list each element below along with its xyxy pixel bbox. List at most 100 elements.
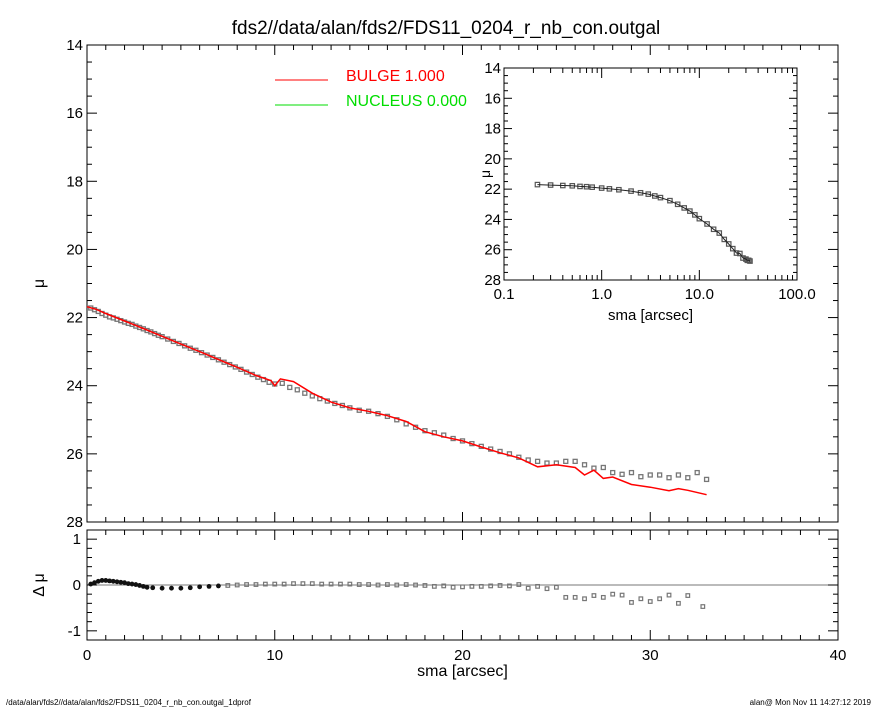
inset-y-tick-label: 18 bbox=[484, 121, 501, 138]
inset-plot-frame bbox=[503, 67, 798, 281]
residual-point bbox=[356, 582, 362, 587]
inset-y-axis-label: μ bbox=[477, 170, 493, 178]
residual-point bbox=[122, 580, 127, 586]
inset-profile-line bbox=[537, 184, 751, 262]
data-point bbox=[638, 474, 644, 480]
residual-point bbox=[385, 582, 390, 587]
residual-point bbox=[244, 582, 249, 587]
inset-y-tick-label: 24 bbox=[484, 211, 501, 228]
residual-point bbox=[535, 583, 540, 589]
residual-point bbox=[225, 583, 231, 588]
inset-y-tick-label: 14 bbox=[484, 60, 501, 77]
residual-point bbox=[118, 579, 124, 585]
chart-title: fds2//data/alan/fds2/FDS11_0204_r_nb_con… bbox=[232, 18, 661, 39]
data-point bbox=[628, 469, 635, 476]
inset-data-point bbox=[696, 215, 703, 222]
inset-y-tick-label: 26 bbox=[484, 242, 501, 259]
footer-filepath: /data/alan/fds2//data/alan/fds2/FDS11_02… bbox=[6, 698, 251, 707]
inset-x-axis-label: sma [arcsec] bbox=[608, 307, 693, 324]
inset-data-point bbox=[745, 257, 752, 264]
main-y-tick-label: 22 bbox=[66, 310, 83, 327]
residual-point bbox=[216, 583, 221, 589]
residual-point bbox=[125, 581, 131, 587]
residual-point bbox=[403, 582, 409, 587]
residual-point bbox=[676, 600, 681, 606]
residual-point bbox=[140, 583, 146, 589]
residual-point bbox=[488, 583, 494, 589]
inset-x-tick-label: 1.0 bbox=[591, 286, 612, 303]
inset-y-tick-label: 22 bbox=[484, 181, 501, 198]
residual-point bbox=[525, 585, 531, 591]
residual-point bbox=[619, 592, 625, 598]
data-point bbox=[675, 472, 682, 478]
residual-point bbox=[450, 584, 456, 590]
residual-point bbox=[197, 584, 203, 590]
residual-point bbox=[319, 581, 325, 587]
residual-point bbox=[253, 582, 259, 587]
residual-point bbox=[92, 580, 97, 586]
residual-y-tick-label: 0 bbox=[73, 577, 81, 594]
inset-data-point bbox=[681, 205, 688, 211]
x-tick-label: 40 bbox=[830, 647, 847, 664]
residual-point bbox=[281, 581, 287, 587]
residual-point bbox=[150, 585, 156, 591]
residual-point bbox=[413, 582, 418, 588]
residual-point bbox=[114, 579, 120, 585]
residual-point bbox=[234, 582, 240, 588]
main-y-tick-label: 18 bbox=[66, 173, 83, 190]
inset-data-point bbox=[747, 258, 753, 264]
main-y-tick-label: 28 bbox=[66, 514, 83, 531]
legend: BULGE 1.000 NUCLEUS 0.000 bbox=[275, 68, 467, 110]
residual-point bbox=[338, 581, 343, 587]
data-point bbox=[694, 469, 700, 476]
residual-point bbox=[497, 583, 503, 588]
residual-point bbox=[610, 591, 616, 597]
data-point bbox=[287, 384, 293, 391]
legend-label-bulge: BULGE 1.000 bbox=[346, 68, 445, 85]
inset-data-point bbox=[692, 212, 698, 218]
x-tick-label: 20 bbox=[454, 647, 471, 664]
residual-point bbox=[591, 593, 597, 598]
residual-point bbox=[666, 592, 672, 598]
data-point bbox=[581, 462, 588, 468]
residual-point bbox=[431, 583, 437, 589]
data-point bbox=[534, 458, 541, 465]
residual-point bbox=[187, 585, 193, 591]
residual-point bbox=[657, 596, 663, 602]
residual-point bbox=[110, 578, 116, 584]
inset-x-tick-label: 100.0 bbox=[778, 286, 816, 303]
residual-point bbox=[629, 600, 634, 605]
residual-point bbox=[422, 583, 428, 588]
inset-data-point bbox=[729, 245, 736, 252]
residual-point bbox=[478, 583, 484, 589]
residual-point bbox=[309, 581, 315, 587]
inset-data-point bbox=[710, 226, 717, 233]
residual-point bbox=[685, 593, 691, 598]
main-plot: 14 16 18 20 22 24 26 28 μ bbox=[31, 37, 839, 531]
residual-point bbox=[700, 604, 706, 609]
data-point bbox=[685, 475, 691, 481]
data-point bbox=[656, 472, 663, 478]
data-point bbox=[703, 476, 710, 483]
residual-point bbox=[582, 596, 587, 602]
residual-y-axis-label: Δ μ bbox=[31, 573, 48, 596]
main-y-tick-label: 20 bbox=[66, 241, 83, 258]
x-axis-label: sma [arcsec] bbox=[417, 663, 508, 680]
residual-point bbox=[394, 582, 400, 588]
residual-point bbox=[600, 594, 606, 600]
inset-x-tick-label: 0.1 bbox=[494, 286, 515, 303]
residual-point bbox=[375, 582, 381, 588]
residual-point bbox=[572, 594, 578, 600]
bulge-model-line bbox=[86, 305, 707, 496]
residual-point bbox=[544, 586, 550, 592]
residual-point bbox=[129, 581, 135, 587]
inset-plot: 14 16 18 20 22 24 26 280.1 1.0 10.0 100.0 sma [arcs… bbox=[477, 60, 816, 324]
main-y-tick-label: 16 bbox=[66, 105, 83, 122]
residual-point bbox=[441, 583, 447, 589]
inset-y-tick-label: 20 bbox=[484, 151, 501, 168]
residual-point bbox=[99, 578, 105, 583]
inset-data-point bbox=[721, 236, 728, 243]
inset-data-point bbox=[687, 208, 693, 214]
data-point bbox=[666, 475, 672, 481]
